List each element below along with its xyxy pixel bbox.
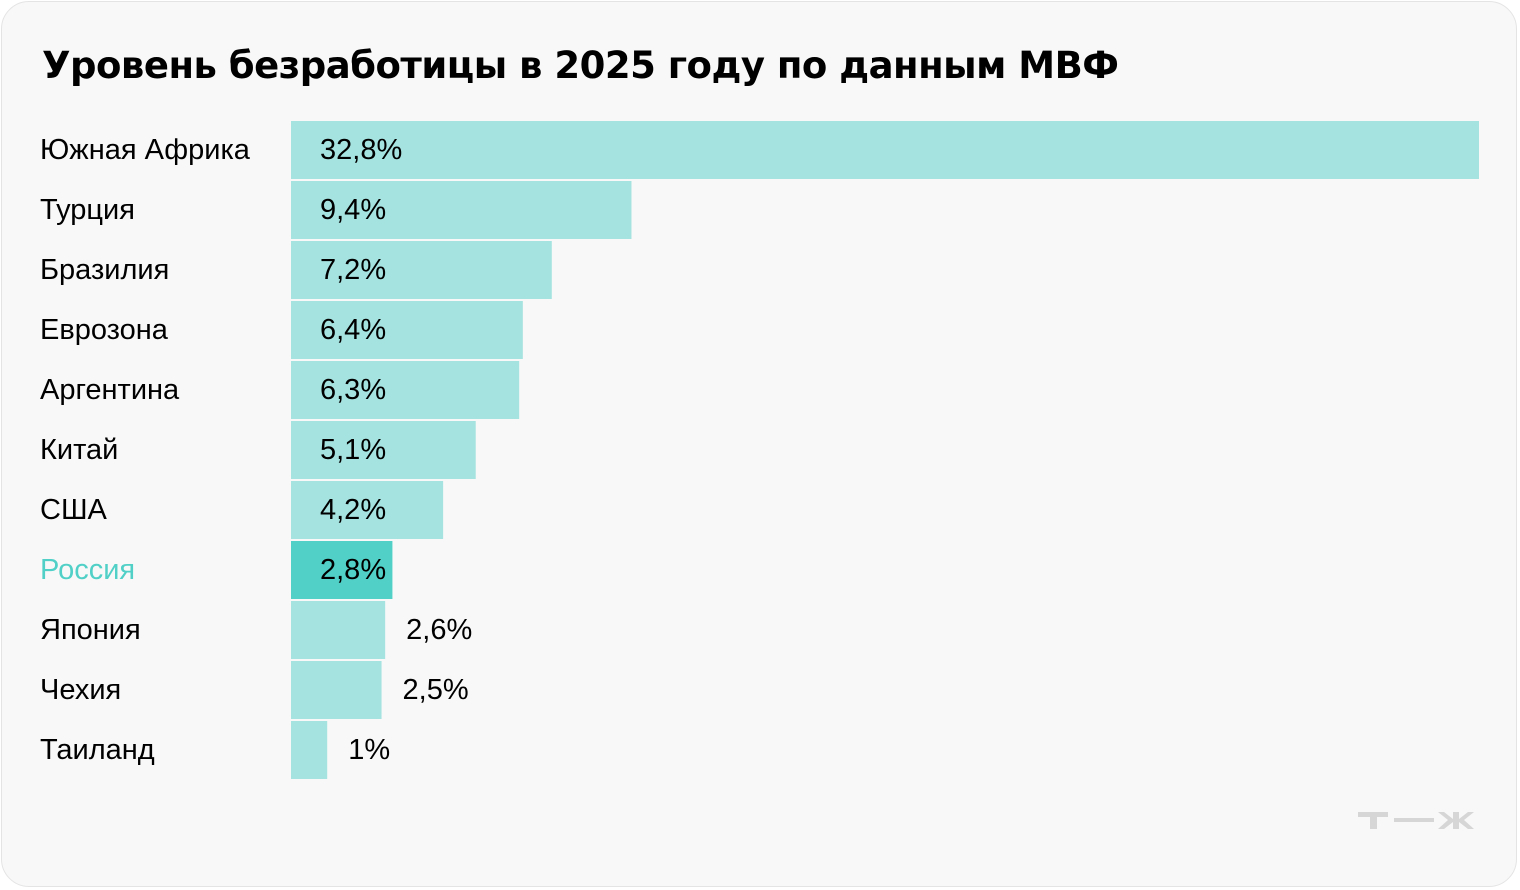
category-label: Китай [40, 434, 118, 466]
bar [291, 421, 476, 479]
value-label: 2,5% [403, 674, 469, 706]
value-label: 4,2% [320, 494, 386, 526]
bar [291, 481, 444, 539]
bar [291, 301, 523, 359]
value-label: 5,1% [320, 434, 386, 466]
category-label: Россия [40, 554, 135, 586]
category-label: Аргентина [40, 374, 180, 406]
bar [291, 541, 393, 599]
category-label: США [40, 494, 108, 526]
bar [291, 241, 552, 299]
bar [291, 361, 520, 419]
value-label: 32,8% [320, 134, 402, 166]
category-label: Еврозона [40, 314, 169, 346]
category-label: Турция [40, 194, 135, 226]
value-label: 2,6% [406, 614, 472, 646]
category-label: Япония [40, 614, 141, 646]
bar [291, 181, 632, 239]
bar [291, 661, 382, 719]
value-label: 9,4% [320, 194, 386, 226]
category-label: Таиланд [40, 734, 155, 766]
value-label: 1% [348, 734, 390, 766]
value-label: 6,3% [320, 374, 386, 406]
category-label: Чехия [40, 674, 121, 706]
value-label: 2,8% [320, 554, 386, 586]
bar [291, 121, 1479, 179]
bar [291, 601, 386, 659]
tzh-logo [1358, 812, 1474, 829]
value-label: 7,2% [320, 254, 386, 286]
bar [291, 721, 328, 779]
category-label: Бразилия [40, 254, 169, 286]
category-label: Южная Африка [40, 134, 251, 166]
chart-title: Уровень безработицы в 2025 году по данны… [42, 44, 1119, 87]
value-label: 6,4% [320, 314, 386, 346]
